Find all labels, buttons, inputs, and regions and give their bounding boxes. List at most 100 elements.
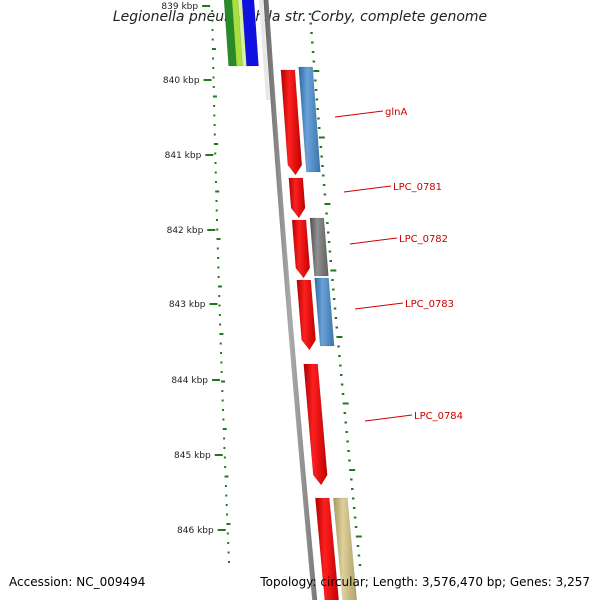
gc-skew-tick bbox=[326, 222, 329, 224]
gc-content-tick bbox=[214, 171, 217, 174]
gc-skew-tick bbox=[355, 535, 362, 538]
gene-arrow-LPC_0781 bbox=[288, 177, 306, 219]
gc-content-tick bbox=[216, 247, 219, 250]
gene-label-leader bbox=[354, 302, 404, 310]
gc-skew-tick bbox=[336, 336, 343, 338]
cog-block bbox=[298, 66, 321, 173]
gc-content-tick bbox=[217, 285, 222, 288]
gc-skew-tick bbox=[341, 393, 345, 395]
accession-text: Accession: NC_009494 bbox=[9, 575, 146, 589]
gc-skew-tick bbox=[356, 545, 360, 547]
gc-skew-tick bbox=[339, 364, 342, 367]
gc-skew-tick bbox=[315, 98, 319, 101]
gc-content-tick bbox=[222, 409, 225, 411]
ruler-tick bbox=[209, 303, 218, 305]
cog-block bbox=[309, 217, 329, 277]
gc-content-tick bbox=[215, 190, 220, 193]
gene-label: LPC_0781 bbox=[393, 182, 442, 193]
gc-content-tick bbox=[211, 48, 216, 50]
ruler-tick bbox=[207, 229, 216, 231]
gene-label: glnA bbox=[385, 107, 407, 118]
ruler-tick bbox=[202, 5, 211, 7]
gc-content-tick bbox=[221, 390, 224, 392]
gc-skew-tick bbox=[351, 497, 355, 500]
map-title: Legionella pneumophila str. Corby, compl… bbox=[112, 9, 488, 25]
cog-block bbox=[314, 277, 335, 347]
gc-content-tick bbox=[222, 428, 227, 430]
gc-skew-tick bbox=[349, 469, 356, 471]
gc-skew-tick bbox=[309, 22, 313, 25]
gc-skew-tick bbox=[321, 165, 324, 167]
gc-skew-tick bbox=[358, 564, 362, 566]
ruler-tick bbox=[214, 454, 223, 456]
gc-skew-tick bbox=[329, 260, 332, 262]
gene-arrow-glnA bbox=[280, 69, 303, 176]
gc-skew-tick bbox=[324, 203, 331, 205]
gc-skew-tick bbox=[328, 250, 332, 253]
gc-content-tick bbox=[218, 304, 221, 307]
gc-skew-tick bbox=[357, 554, 361, 557]
gc-skew-tick bbox=[319, 146, 323, 148]
gc-content-tick bbox=[220, 352, 223, 354]
gc-content-tick bbox=[218, 314, 221, 316]
gc-content-tick bbox=[220, 361, 223, 364]
gc-skew-tick bbox=[353, 516, 357, 519]
gc-content-tick bbox=[221, 380, 226, 383]
gc-content-tick bbox=[217, 257, 220, 259]
gc-content-tick bbox=[213, 133, 216, 136]
gc-skew-tick bbox=[332, 288, 335, 291]
gc-skew-tick bbox=[323, 193, 327, 196]
gc-content-tick bbox=[217, 266, 220, 269]
gc-content-tick bbox=[224, 466, 227, 468]
gc-skew-tick bbox=[343, 412, 347, 414]
gc-skew-tick bbox=[314, 89, 318, 91]
gc-skew-tick bbox=[338, 355, 341, 357]
gc-content-tick bbox=[213, 124, 216, 126]
ruler-label: 842 kbp bbox=[167, 226, 204, 236]
ruler-tick bbox=[217, 529, 226, 531]
gc-skew-tick bbox=[316, 108, 319, 110]
gc-content-tick bbox=[211, 29, 214, 31]
gc-content-tick bbox=[219, 333, 224, 335]
gc-content-tick bbox=[214, 143, 219, 145]
gc-skew-tick bbox=[339, 374, 343, 376]
gc-skew-tick bbox=[330, 269, 337, 272]
ruler-tick bbox=[203, 79, 212, 81]
ruler-label: 841 kbp bbox=[165, 151, 202, 161]
ruler-label: 843 kbp bbox=[169, 300, 206, 310]
gc-skew-tick bbox=[314, 79, 317, 82]
gc-content-tick bbox=[226, 513, 229, 516]
gc-skew-tick bbox=[317, 117, 320, 120]
gc-skew-tick bbox=[340, 383, 344, 386]
gc-skew-tick bbox=[312, 60, 316, 63]
gene-arrow-LPC_0784 bbox=[303, 363, 328, 486]
gc-skew-tick bbox=[346, 440, 349, 443]
gc-skew-tick bbox=[331, 279, 334, 281]
gc-content-tick bbox=[212, 67, 215, 69]
gc-content-tick bbox=[214, 181, 217, 183]
gc-skew-tick bbox=[313, 70, 320, 72]
gc-skew-tick bbox=[332, 298, 336, 300]
gc-skew-tick bbox=[334, 317, 338, 319]
gc-content-tick bbox=[213, 105, 216, 107]
gc-content-tick bbox=[224, 485, 227, 487]
gc-skew-tick bbox=[326, 231, 330, 234]
gc-skew-tick bbox=[333, 307, 337, 310]
ruler-label: 846 kbp bbox=[177, 526, 214, 536]
gc-skew-tick bbox=[310, 32, 313, 34]
gc-content-tick bbox=[224, 475, 229, 478]
gc-content-tick bbox=[211, 38, 214, 41]
gc-skew-tick bbox=[311, 51, 315, 53]
gc-content-tick bbox=[226, 532, 229, 535]
ruler-label: 840 kbp bbox=[163, 76, 200, 86]
gc-content-tick bbox=[216, 238, 221, 240]
gene-label: LPC_0784 bbox=[414, 411, 463, 422]
gc-skew-tick bbox=[351, 488, 354, 490]
gc-skew-tick bbox=[320, 155, 323, 158]
gc-content-tick bbox=[211, 19, 214, 22]
gene-label: LPC_0782 bbox=[399, 234, 448, 245]
gene-arrow-LPC_0783 bbox=[296, 279, 316, 351]
gene-label-leader bbox=[334, 110, 384, 118]
gc-content-tick bbox=[212, 86, 215, 88]
